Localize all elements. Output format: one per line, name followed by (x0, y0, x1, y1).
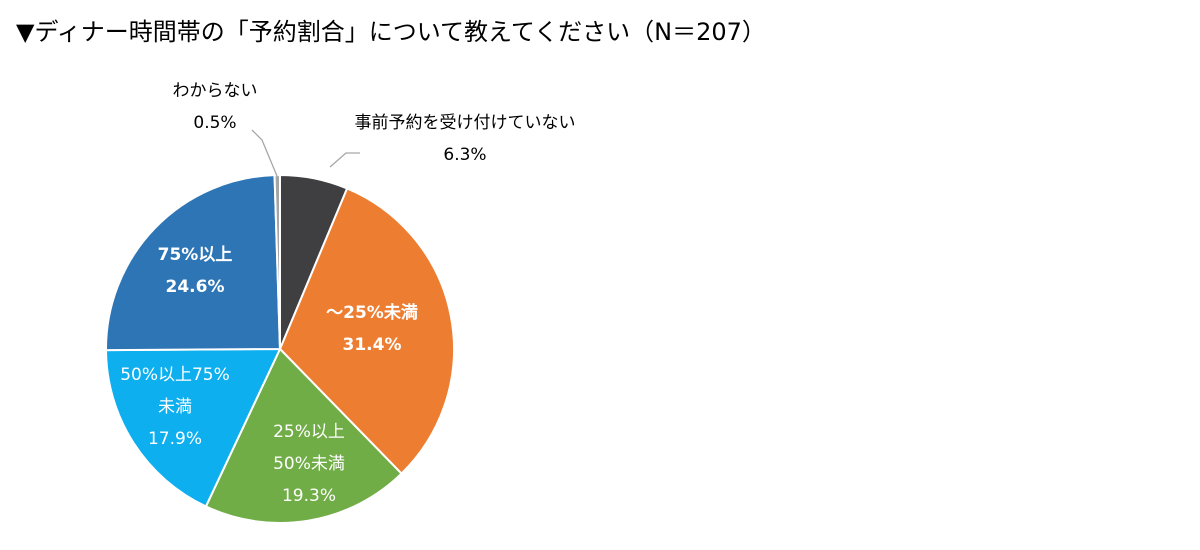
pie-slice (204, 348, 403, 524)
slice-label: ～25%未満 31.4% (326, 302, 418, 355)
slice-label: 75%以上 24.6% (158, 245, 233, 297)
pie-slice (104, 174, 281, 352)
pie-slice (279, 187, 455, 475)
slice-label: わからない 0.5% (173, 81, 258, 133)
pie-slice (105, 348, 281, 508)
chart-title: ▼ディナー時間帯の「予約割合」について教えてください（N＝207） (16, 18, 766, 46)
slice-label: 事前予約を受け付けていない 6.3% (355, 113, 576, 165)
leader-line (329, 152, 360, 168)
slice-label: 25%以上 50%未満 19.3% (273, 422, 345, 506)
leader-line (251, 129, 278, 177)
slice-label: 50%以上75%未満 17.9% (120, 365, 230, 449)
